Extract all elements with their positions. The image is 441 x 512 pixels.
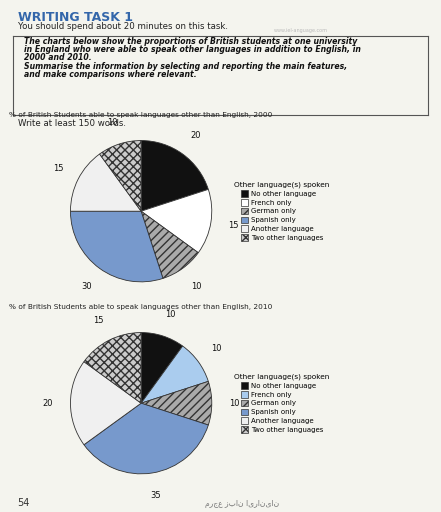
Wedge shape bbox=[141, 346, 208, 403]
Wedge shape bbox=[71, 211, 163, 282]
Wedge shape bbox=[84, 333, 141, 403]
Text: مرجع زبان ایرانیان: مرجع زبان ایرانیان bbox=[206, 499, 280, 508]
Text: 54: 54 bbox=[18, 498, 30, 508]
Text: 20: 20 bbox=[191, 131, 201, 140]
Legend: No other language, French only, German only, Spanish only, Another language, Two: No other language, French only, German o… bbox=[233, 180, 331, 242]
Text: 10: 10 bbox=[164, 310, 175, 319]
Legend: No other language, French only, German only, Spanish only, Another language, Two: No other language, French only, German o… bbox=[233, 372, 331, 434]
Text: Summarise the information by selecting and reporting the main features,: Summarise the information by selecting a… bbox=[24, 62, 348, 72]
Text: 20: 20 bbox=[43, 399, 53, 408]
Wedge shape bbox=[71, 154, 141, 211]
Text: Write at least 150 words.: Write at least 150 words. bbox=[18, 119, 126, 128]
Wedge shape bbox=[141, 140, 208, 211]
Wedge shape bbox=[141, 211, 198, 279]
Wedge shape bbox=[141, 381, 212, 425]
Title: % of British Students able to speak languages other than English, 2010: % of British Students able to speak lang… bbox=[9, 304, 273, 310]
Text: 10: 10 bbox=[107, 118, 118, 127]
Text: 2000 and 2010.: 2000 and 2010. bbox=[24, 53, 92, 62]
Text: 30: 30 bbox=[81, 282, 92, 291]
Text: 15: 15 bbox=[93, 315, 104, 325]
Text: WRITING TASK 1: WRITING TASK 1 bbox=[18, 11, 133, 24]
Text: You should spend about 20 minutes on this task.: You should spend about 20 minutes on thi… bbox=[18, 22, 228, 31]
Wedge shape bbox=[71, 361, 141, 445]
Text: The charts below show the proportions of British students at one university: The charts below show the proportions of… bbox=[24, 37, 358, 46]
Wedge shape bbox=[100, 140, 141, 211]
Text: in England who were able to speak other languages in addition to English, in: in England who were able to speak other … bbox=[24, 45, 361, 54]
Wedge shape bbox=[141, 189, 212, 253]
Wedge shape bbox=[84, 403, 208, 474]
Text: and make comparisons where relevant.: and make comparisons where relevant. bbox=[24, 70, 197, 79]
Text: 10: 10 bbox=[211, 344, 222, 353]
Title: % of British Students able to speak languages other than English, 2000: % of British Students able to speak lang… bbox=[9, 112, 273, 118]
Text: 15: 15 bbox=[53, 164, 63, 174]
Text: 10: 10 bbox=[191, 282, 201, 291]
Text: 15: 15 bbox=[228, 221, 239, 230]
Wedge shape bbox=[141, 333, 183, 403]
Text: 35: 35 bbox=[150, 491, 161, 500]
Text: www.iel-anguage.com: www.iel-anguage.com bbox=[273, 28, 327, 33]
Text: 10: 10 bbox=[229, 399, 239, 408]
